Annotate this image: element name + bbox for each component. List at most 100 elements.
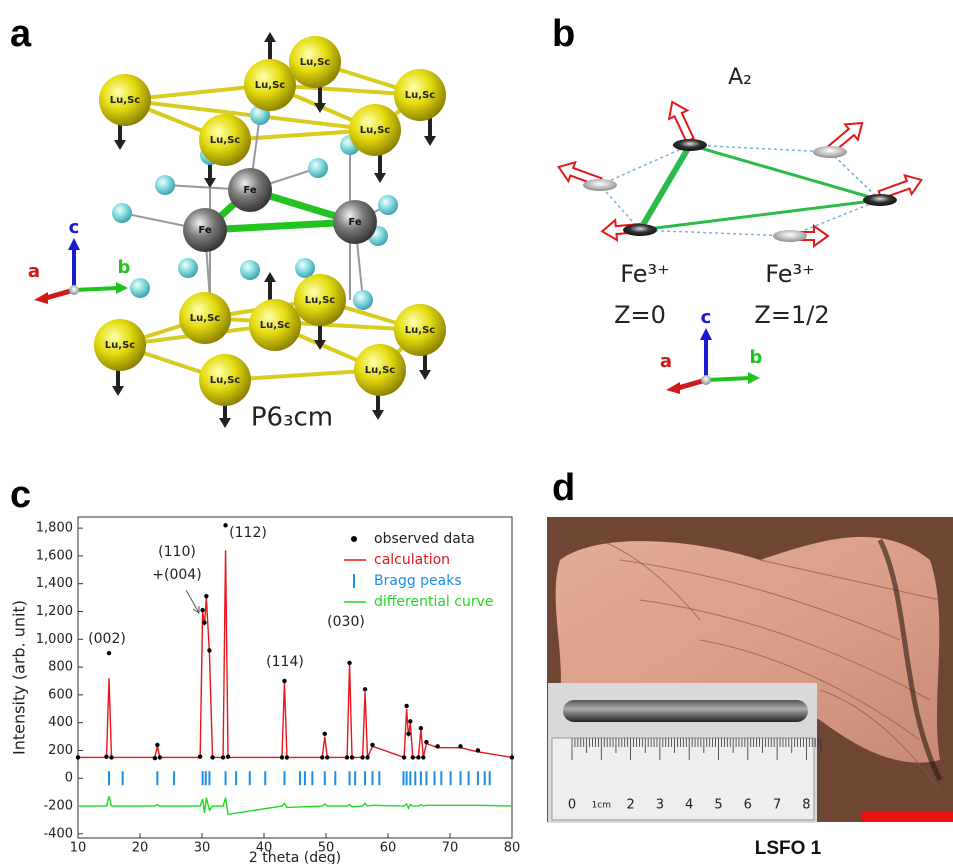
- data-point: [402, 755, 406, 759]
- x-tick-label: 60: [380, 841, 397, 856]
- y-tick-label: 600: [48, 687, 73, 702]
- spin-arrow-head: [419, 370, 431, 380]
- ruler-label: 6: [744, 798, 752, 813]
- site-label: Lu,Sc: [260, 320, 290, 331]
- fe-ion: [583, 179, 617, 191]
- peak-annotation: (030): [327, 614, 365, 630]
- o-atom: [112, 203, 132, 223]
- axis-b-head: [748, 372, 760, 384]
- axis-b: [74, 288, 118, 290]
- space-group: P6₃cm: [251, 403, 333, 433]
- data-point: [363, 687, 367, 691]
- axis-label: c: [69, 217, 80, 238]
- axis-c-head: [700, 328, 712, 340]
- data-point: [104, 755, 108, 759]
- data-point: [280, 755, 284, 759]
- ruler-label: 4: [685, 798, 693, 813]
- y-tick-label: 1,600: [36, 548, 73, 563]
- fe-label: Fe: [348, 217, 361, 228]
- spin-arrow-head: [112, 386, 124, 396]
- data-point: [153, 756, 157, 760]
- data-point: [320, 755, 324, 759]
- annotation-arrow: [186, 590, 199, 613]
- caption: LSFO 1: [755, 838, 822, 859]
- site-label: Lu,Sc: [110, 95, 140, 106]
- x-tick-label: 30: [194, 841, 211, 856]
- axis-b-head: [116, 282, 128, 294]
- x-tick-label: 20: [132, 841, 149, 856]
- peak-annotation: (112): [229, 525, 267, 541]
- site-label: Lu,Sc: [210, 375, 240, 386]
- moment-arrow: [663, 98, 699, 145]
- data-point: [421, 755, 425, 759]
- ion-label: Fe³⁺: [620, 260, 670, 288]
- data-point: [435, 744, 439, 748]
- y-axis-title: Intensity (arb. unit): [10, 600, 29, 755]
- site-label: Lu,Sc: [300, 57, 330, 68]
- x-tick-label: 10: [70, 841, 87, 856]
- data-point: [424, 740, 428, 744]
- spin-arrow-head: [374, 173, 386, 183]
- axis-label: b: [750, 347, 763, 368]
- peak-annotation: (110): [158, 544, 196, 560]
- panel-letter: d: [552, 467, 575, 509]
- ruler-label: 5: [714, 798, 722, 813]
- data-point: [476, 748, 480, 752]
- data-point: [411, 755, 415, 759]
- data-point: [419, 726, 423, 730]
- x-tick-label: 70: [442, 841, 459, 856]
- fe-label: Fe: [198, 225, 211, 236]
- y-tick-label: 800: [48, 660, 73, 675]
- o-atom: [240, 260, 260, 280]
- x-tick-label: 80: [504, 841, 521, 856]
- data-point: [210, 755, 214, 759]
- fe-ion: [673, 139, 707, 151]
- ruler-label: 3: [656, 798, 664, 813]
- legend-label: differential curve: [374, 594, 494, 610]
- axis-a-head: [666, 382, 680, 394]
- fe-ion: [813, 146, 847, 158]
- spin-arrow-head: [264, 32, 276, 42]
- y-tick-label: 1,200: [36, 604, 73, 619]
- fe-bond: [205, 222, 355, 230]
- layer-label: Z=1/2: [754, 301, 829, 329]
- legend-label: calculation: [374, 552, 450, 568]
- site-label: Lu,Sc: [405, 90, 435, 101]
- ruler-label: 8: [802, 798, 810, 813]
- y-tick-label: 200: [48, 743, 73, 758]
- data-point: [207, 648, 211, 652]
- ruler-label: 2: [626, 798, 634, 813]
- data-point: [323, 732, 327, 736]
- data-point: [345, 755, 349, 759]
- data-point: [285, 755, 289, 759]
- dashed-bond: [600, 185, 640, 230]
- data-point: [204, 594, 208, 598]
- spin-arrow-head: [114, 140, 126, 150]
- y-tick-label: 1,400: [36, 576, 73, 591]
- dashed-bond: [640, 230, 790, 236]
- axis-label: b: [118, 257, 131, 278]
- axis-c-head: [68, 238, 80, 250]
- spin-arrow-head: [424, 136, 436, 146]
- site-label: Lu,Sc: [210, 135, 240, 146]
- panel-c: -400-20002004006008001,0001,2001,4001,60…: [10, 517, 521, 864]
- data-point: [406, 732, 410, 736]
- site-label: Lu,Sc: [360, 125, 390, 136]
- data-point: [325, 755, 329, 759]
- mode-label: A₂: [728, 65, 752, 90]
- peak-annotation: +(004): [152, 567, 201, 583]
- data-point: [76, 755, 80, 759]
- x-axis-title: 2 theta (deg): [249, 850, 341, 864]
- data-point: [282, 679, 286, 683]
- fe-ion: [623, 224, 657, 236]
- panel-letter: c: [10, 474, 31, 516]
- data-point: [155, 743, 159, 747]
- data-point: [107, 651, 111, 655]
- spin-arrow-head: [264, 272, 276, 282]
- axis-origin: [69, 285, 79, 295]
- data-point: [416, 755, 420, 759]
- y-tick-label: 400: [48, 715, 73, 730]
- legend-label: observed data: [374, 531, 475, 547]
- data-point: [365, 755, 369, 759]
